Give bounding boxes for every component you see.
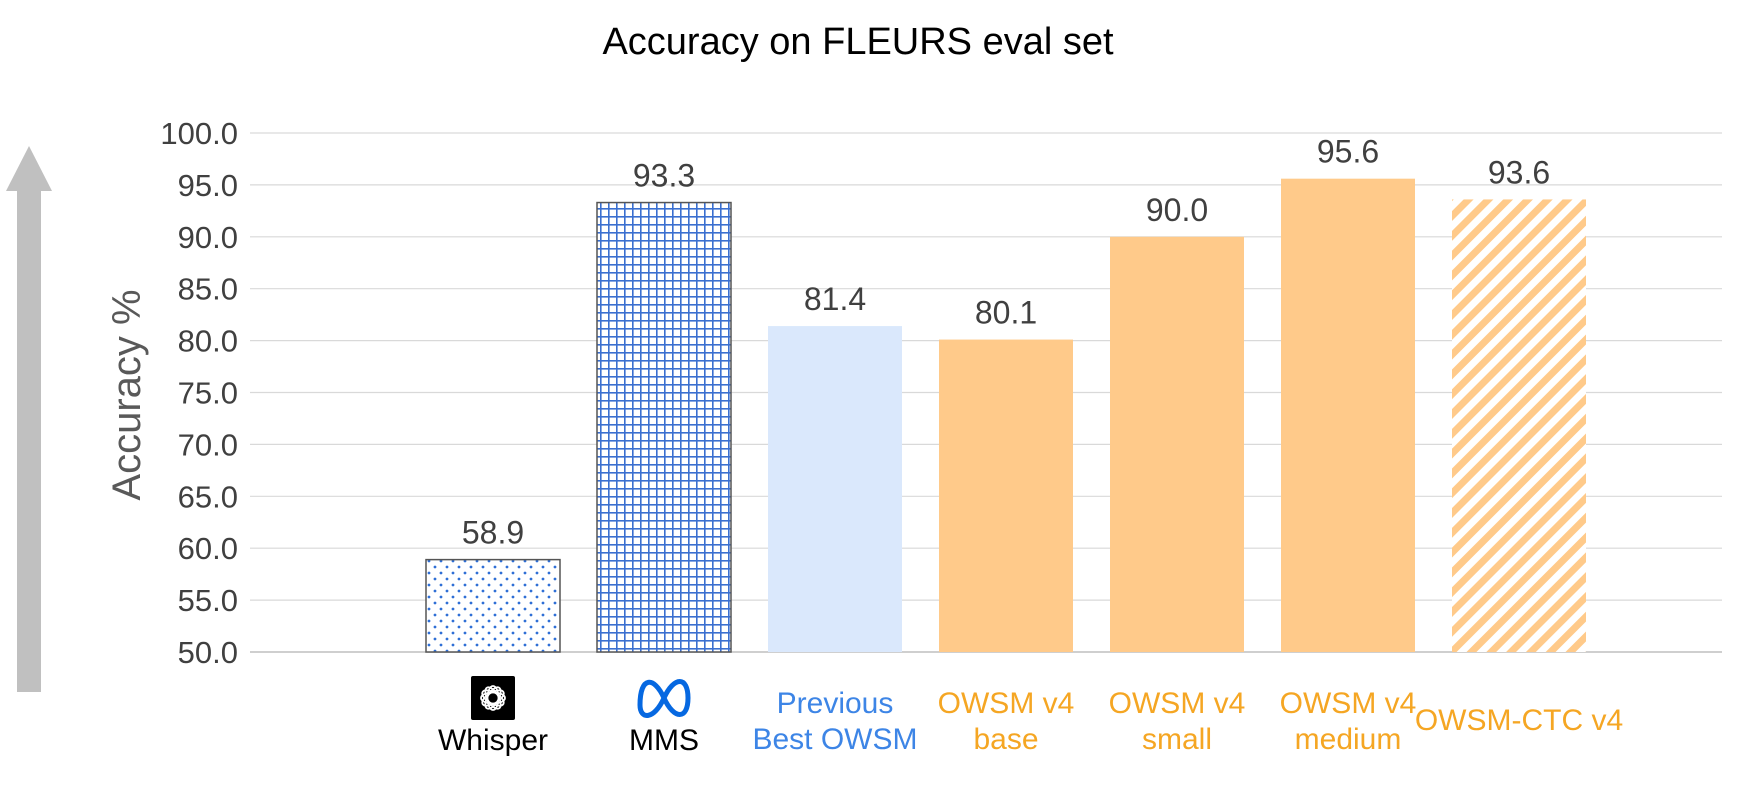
y-tick-label: 85.0 (178, 272, 238, 307)
y-tick-label: 90.0 (178, 220, 238, 255)
chart-title: Accuracy on FLEURS eval set (602, 21, 1114, 63)
data-label: 90.0 (1146, 192, 1208, 228)
category-label: OWSM v4 (938, 687, 1075, 720)
bar-owsm-v4-base (939, 339, 1073, 652)
data-label: 58.9 (462, 515, 524, 551)
y-axis-arrow (6, 146, 52, 692)
category-label: base (973, 723, 1038, 756)
y-axis-arrow-shaft (17, 190, 41, 692)
y-axis-label: Accuracy % (105, 289, 149, 500)
y-tick-label: 75.0 (178, 376, 238, 411)
bar-owsm-v4-medium (1281, 178, 1415, 652)
y-tick-label: 70.0 (178, 427, 238, 462)
data-label: 93.3 (633, 158, 695, 194)
category-label: MMS (629, 724, 699, 757)
bar-owsm-ctc-v4 (1452, 199, 1586, 652)
meta-logo-icon (637, 679, 691, 718)
data-labels: 58.9 93.3 81.4 80.1 90.0 95.6 93.6 (462, 134, 1550, 551)
category-label: Whisper (438, 724, 548, 757)
bar-owsm-v4-small (1110, 236, 1244, 653)
category-label: OWSM v4 (1109, 687, 1246, 720)
y-tick-label: 50.0 (178, 635, 238, 670)
data-label: 95.6 (1317, 134, 1379, 170)
category-label: OWSM v4 (1280, 687, 1417, 720)
data-label: 81.4 (804, 281, 866, 317)
data-label: 80.1 (975, 295, 1037, 331)
y-tick-label: 100.0 (160, 116, 238, 151)
y-tick-label: 95.0 (178, 168, 238, 203)
data-label: 93.6 (1488, 154, 1550, 190)
category-logos (471, 676, 691, 720)
openai-logo-icon (471, 676, 515, 720)
category-label: Best OWSM (752, 723, 917, 756)
y-tick-labels: 50.0 55.0 60.0 65.0 70.0 75.0 80.0 85.0 90.0 95.0… (160, 116, 238, 670)
category-label: medium (1295, 723, 1402, 756)
y-tick-label: 60.0 (178, 531, 238, 566)
y-tick-label: 55.0 (178, 583, 238, 618)
bar-previous-best-owsm (768, 326, 902, 652)
category-label: small (1142, 723, 1212, 756)
y-tick-label: 80.0 (178, 324, 238, 359)
bars (425, 178, 1586, 653)
y-tick-label: 65.0 (178, 479, 238, 514)
y-axis-arrow-head (6, 146, 52, 191)
category-label: OWSM-CTC v4 (1415, 704, 1623, 737)
bar-mms (596, 201, 732, 653)
bar-whisper (425, 558, 561, 653)
category-label: Previous (777, 687, 894, 720)
